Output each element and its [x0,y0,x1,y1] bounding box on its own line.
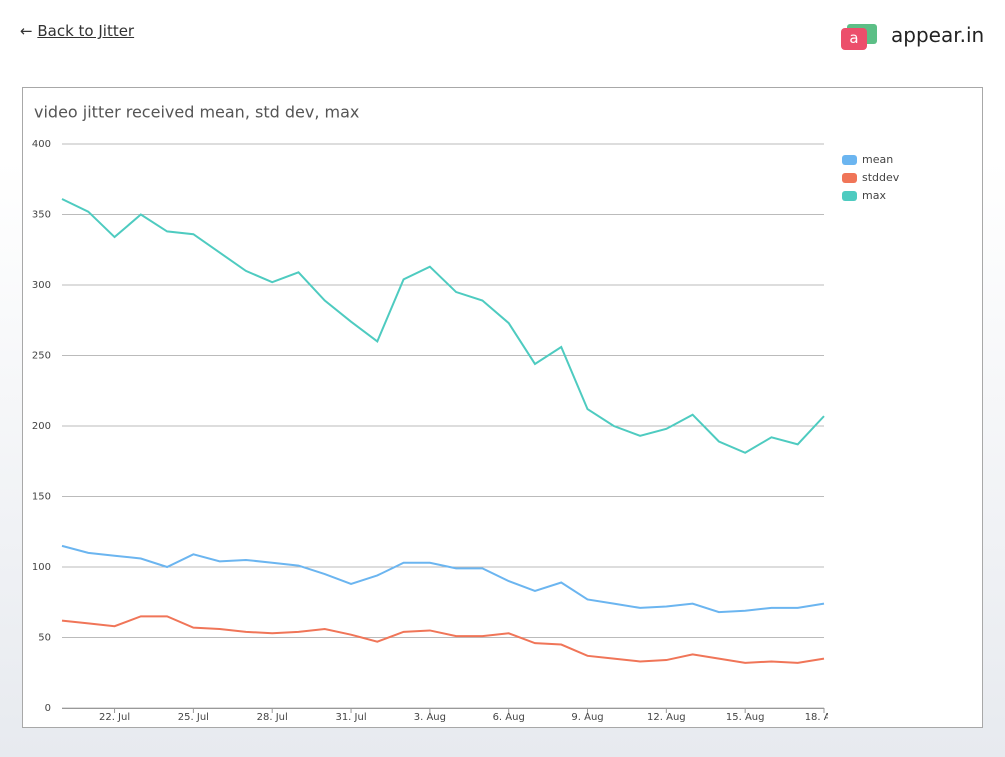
y-tick-label: 200 [32,421,51,432]
x-tick-label: 18. Aug [805,712,844,723]
x-tick-label: 9. Aug [571,712,603,723]
legend-swatch [842,155,857,165]
y-tick-label: 350 [32,210,51,221]
legend-swatch [842,191,857,201]
x-tick-label: 28. Jul [257,712,288,723]
x-tick-label: 31. Jul [335,712,366,723]
x-labels: 22. Jul 25. Jul 28. Jul 31. Jul 3. Aug 6. Aug… [99,712,844,723]
logo-text: appear.in [891,23,985,47]
chart: video jitter received mean, std dev, max… [32,103,900,724]
line-series [61,198,825,454]
y-tick-label: 50 [38,633,51,644]
line-series [61,615,825,664]
x-tick-label: 12. Aug [647,712,686,723]
chart-panel: video jitter received mean, std dev, max… [22,87,983,728]
y-tick-label: 0 [45,703,51,714]
legend-label: stddev [862,171,900,184]
logo: a appear.in [841,22,991,56]
x-tick-label: 25. Jul [178,712,209,723]
y-tick-label: 300 [32,280,51,291]
legend-label: max [862,189,886,202]
back-link[interactable]: ← Back to Jitter [20,22,135,40]
back-link-text[interactable]: Back to Jitter [37,22,135,40]
y-tick-label: 400 [32,139,51,150]
legend-swatch [842,173,857,183]
legend-label: mean [862,153,893,166]
logo-icon: a [841,28,867,50]
x-tick-label: 15. Aug [726,712,765,723]
y-tick-label: 150 [32,492,51,503]
x-tick-label: 22. Jul [99,712,130,723]
x-tick-label: 3. Aug [414,712,446,723]
y-tick-label: 100 [32,562,51,573]
line-series [61,544,825,614]
x-tick-label: 6. Aug [493,712,525,723]
y-tick-label: 250 [32,351,51,362]
chart-title: video jitter received mean, std dev, max [34,103,359,122]
